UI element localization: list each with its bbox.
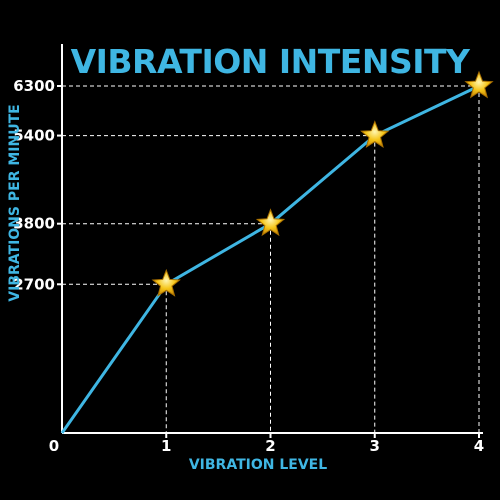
y-tick-label: 2700 xyxy=(13,275,55,293)
star-icon xyxy=(255,208,286,237)
y-tick-label: 3800 xyxy=(13,215,55,233)
chart-title: VIBRATION INTENSITY xyxy=(71,42,471,81)
y-tick-label: 6300 xyxy=(13,77,55,95)
star-icon xyxy=(151,268,181,297)
y-axis-title: VIBRATIONS PER MINUTE xyxy=(7,104,23,301)
x-tick-label: 4 xyxy=(474,437,484,455)
star-markers xyxy=(151,70,494,297)
star-icon xyxy=(464,70,494,99)
x-tick-label: 0 xyxy=(49,437,59,455)
x-tick-label: 1 xyxy=(161,437,171,455)
guide-lines xyxy=(62,85,480,433)
x-tick-label: 2 xyxy=(265,437,275,455)
axes xyxy=(57,44,483,438)
x-axis-title: VIBRATION LEVEL xyxy=(189,457,327,473)
star-icon xyxy=(360,120,390,149)
y-tick-label: 5400 xyxy=(13,127,55,145)
x-tick-label: 3 xyxy=(370,437,380,455)
tick-labels: 0 1 2 3 4 2700 3800 5400 6300 xyxy=(13,77,484,455)
